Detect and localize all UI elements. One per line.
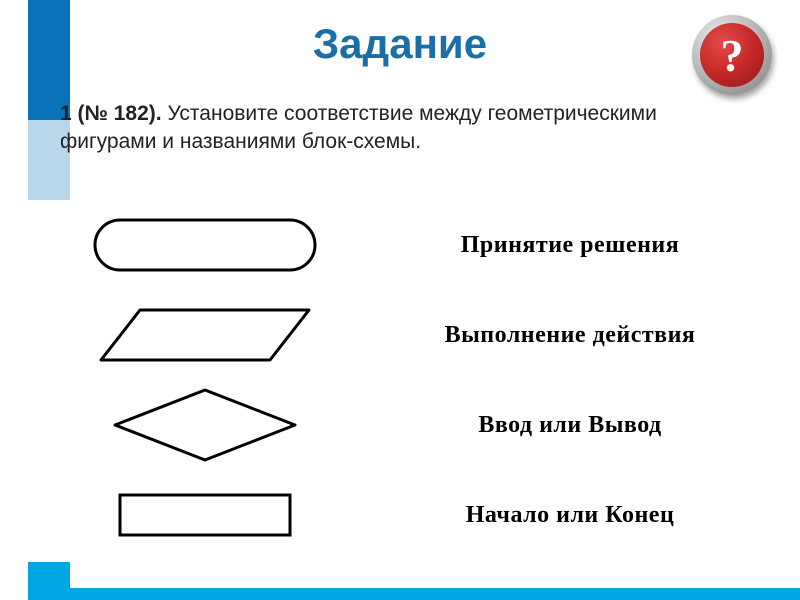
- shape-parallelogram: [75, 290, 335, 380]
- task-number: 1 (№ 182).: [60, 102, 162, 125]
- page-title: Задание: [0, 20, 800, 68]
- label-action: Выполнение действия: [380, 290, 760, 380]
- label-io: Ввод или Вывод: [380, 380, 760, 470]
- bottom-accent-bar: [28, 588, 800, 600]
- task-text: 1 (№ 182). Установите соответствие между…: [60, 100, 740, 157]
- label-decision: Принятие решения: [380, 200, 760, 290]
- sidebar-accent-blank: [28, 200, 70, 550]
- shape-rectangle: [75, 470, 335, 560]
- labels-column: Принятие решения Выполнение действия Вво…: [380, 200, 760, 560]
- shapes-column: [75, 200, 335, 560]
- shape-rhombus: [75, 380, 335, 470]
- shape-terminator: [75, 200, 335, 290]
- label-startend: Начало или Конец: [380, 470, 760, 560]
